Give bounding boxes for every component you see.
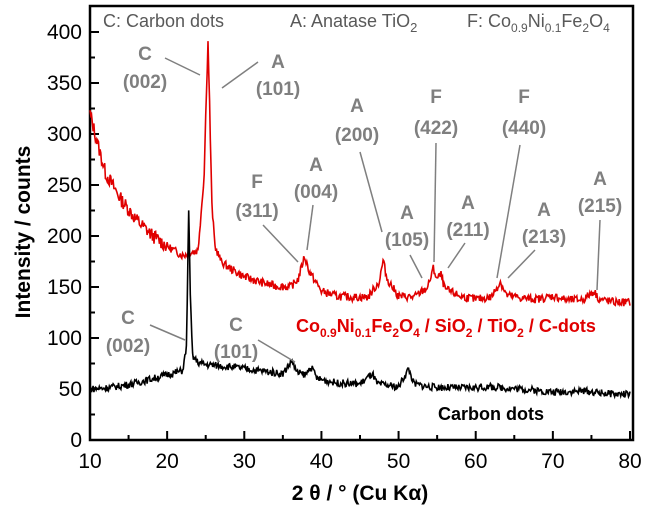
y-tick-label: 100 <box>47 327 82 350</box>
peak-annotation: A (213) <box>507 200 566 279</box>
peak-annotation: F (311) <box>235 172 299 263</box>
annotation-hkl: (213) <box>522 227 566 248</box>
leader-line <box>306 204 314 251</box>
x-tick-label: 80 <box>618 450 641 473</box>
annotation-hkl: (101) <box>256 79 300 100</box>
annotation-hkl: (002) <box>106 336 150 357</box>
annotation-phase: F <box>430 87 442 108</box>
peak-annotation: C (002) <box>106 308 186 357</box>
y-tick-label: 200 <box>47 225 82 248</box>
annotation-phase: F <box>518 87 530 108</box>
plot-frame <box>88 4 635 442</box>
annotation-phase: A <box>350 96 364 117</box>
annotation-hkl: (200) <box>335 125 379 146</box>
annotation-phase: A <box>400 203 414 224</box>
x-axis-label: 2 θ / ° (Cu Kα) <box>292 482 429 505</box>
annotation-hkl: (215) <box>578 196 622 217</box>
series-line-carbon-dots <box>89 210 631 400</box>
series-label-composite: Co0.9Ni0.1Fe2O4 / SiO2 / TiO2 / C-dots <box>296 316 596 340</box>
legend-ferrite: F: Co0.9Ni0.1Fe2O4 <box>467 11 610 35</box>
peak-annotation: A (004) <box>294 155 338 251</box>
peak-annotation: C (002) <box>123 44 201 93</box>
annotation-hkl: (004) <box>294 182 338 203</box>
peak-annotation: C (101) <box>214 315 296 363</box>
annotation-phase: A <box>593 169 607 190</box>
series-lines <box>89 41 631 400</box>
y-tick-label: 0 <box>70 429 82 452</box>
x-tick-label: 30 <box>233 450 256 473</box>
x-tick-label: 50 <box>387 450 410 473</box>
y-tick-label: 400 <box>47 21 82 44</box>
x-tick-label: 40 <box>310 450 333 473</box>
annotation-phase: A <box>271 52 285 73</box>
peak-annotation: A (101) <box>221 52 300 100</box>
annotation-hkl: (105) <box>385 230 429 251</box>
peak-annotation: A (105) <box>385 203 429 279</box>
annotation-hkl: (440) <box>502 118 546 139</box>
leader-line <box>359 151 383 233</box>
leader-line <box>257 339 296 363</box>
x-tick-label: 10 <box>78 450 101 473</box>
leader-line <box>596 219 601 291</box>
annotation-phase: A <box>309 155 323 176</box>
series-line-composite <box>89 41 631 308</box>
y-tick-label: 150 <box>47 276 82 299</box>
leader-line <box>496 144 521 279</box>
y-tick-label: 300 <box>47 123 82 146</box>
annotation-hkl: (002) <box>123 72 167 93</box>
leader-line <box>409 254 423 279</box>
series-label-carbon-dots: Carbon dots <box>438 404 544 424</box>
legend-anatase: A: Anatase TiO2 <box>290 11 417 35</box>
peak-annotations: C (002) A (101) A (200) F (422) F (440) F (311) A (00… <box>106 44 622 363</box>
axes: 10 20 30 40 50 60 70 80 0 50 100 150 200 250 300 350 400 <box>47 4 642 473</box>
y-tick-label: 350 <box>47 72 82 95</box>
leader-line <box>507 249 536 279</box>
annotation-hkl: (211) <box>446 220 489 241</box>
peak-annotation: F (440) <box>496 87 546 279</box>
annotation-phase: C <box>229 315 243 336</box>
x-tick-label: 70 <box>541 450 564 473</box>
legend-header: C: Carbon dots A: Anatase TiO2 F: Co0.9N… <box>103 11 610 35</box>
annotation-hkl: (101) <box>214 342 258 363</box>
peak-annotation: A (200) <box>335 96 383 233</box>
peak-annotation: F (422) <box>414 87 458 263</box>
leader-line <box>433 142 437 263</box>
peak-annotation: A (211) <box>446 193 490 269</box>
leader-line <box>262 224 299 263</box>
annotation-phase: A <box>537 200 551 221</box>
leader-line <box>164 57 201 76</box>
annotation-phase: F <box>251 172 263 193</box>
x-tick-label: 20 <box>155 450 178 473</box>
leader-line <box>149 324 186 341</box>
leader-line <box>447 242 466 269</box>
annotation-hkl: (311) <box>235 201 278 222</box>
x-tick-label: 60 <box>464 450 487 473</box>
legend-carbon: C: Carbon dots <box>103 11 224 31</box>
y-axis-label: Intensity / counts <box>12 146 35 319</box>
annotation-phase: A <box>461 193 475 214</box>
leader-line <box>221 61 259 89</box>
y-tick-label: 50 <box>59 378 82 401</box>
annotation-phase: C <box>138 44 152 65</box>
y-tick-label: 250 <box>47 174 82 197</box>
annotation-hkl: (422) <box>414 118 458 139</box>
peak-annotation: A (215) <box>578 169 622 291</box>
annotation-phase: C <box>121 308 135 329</box>
